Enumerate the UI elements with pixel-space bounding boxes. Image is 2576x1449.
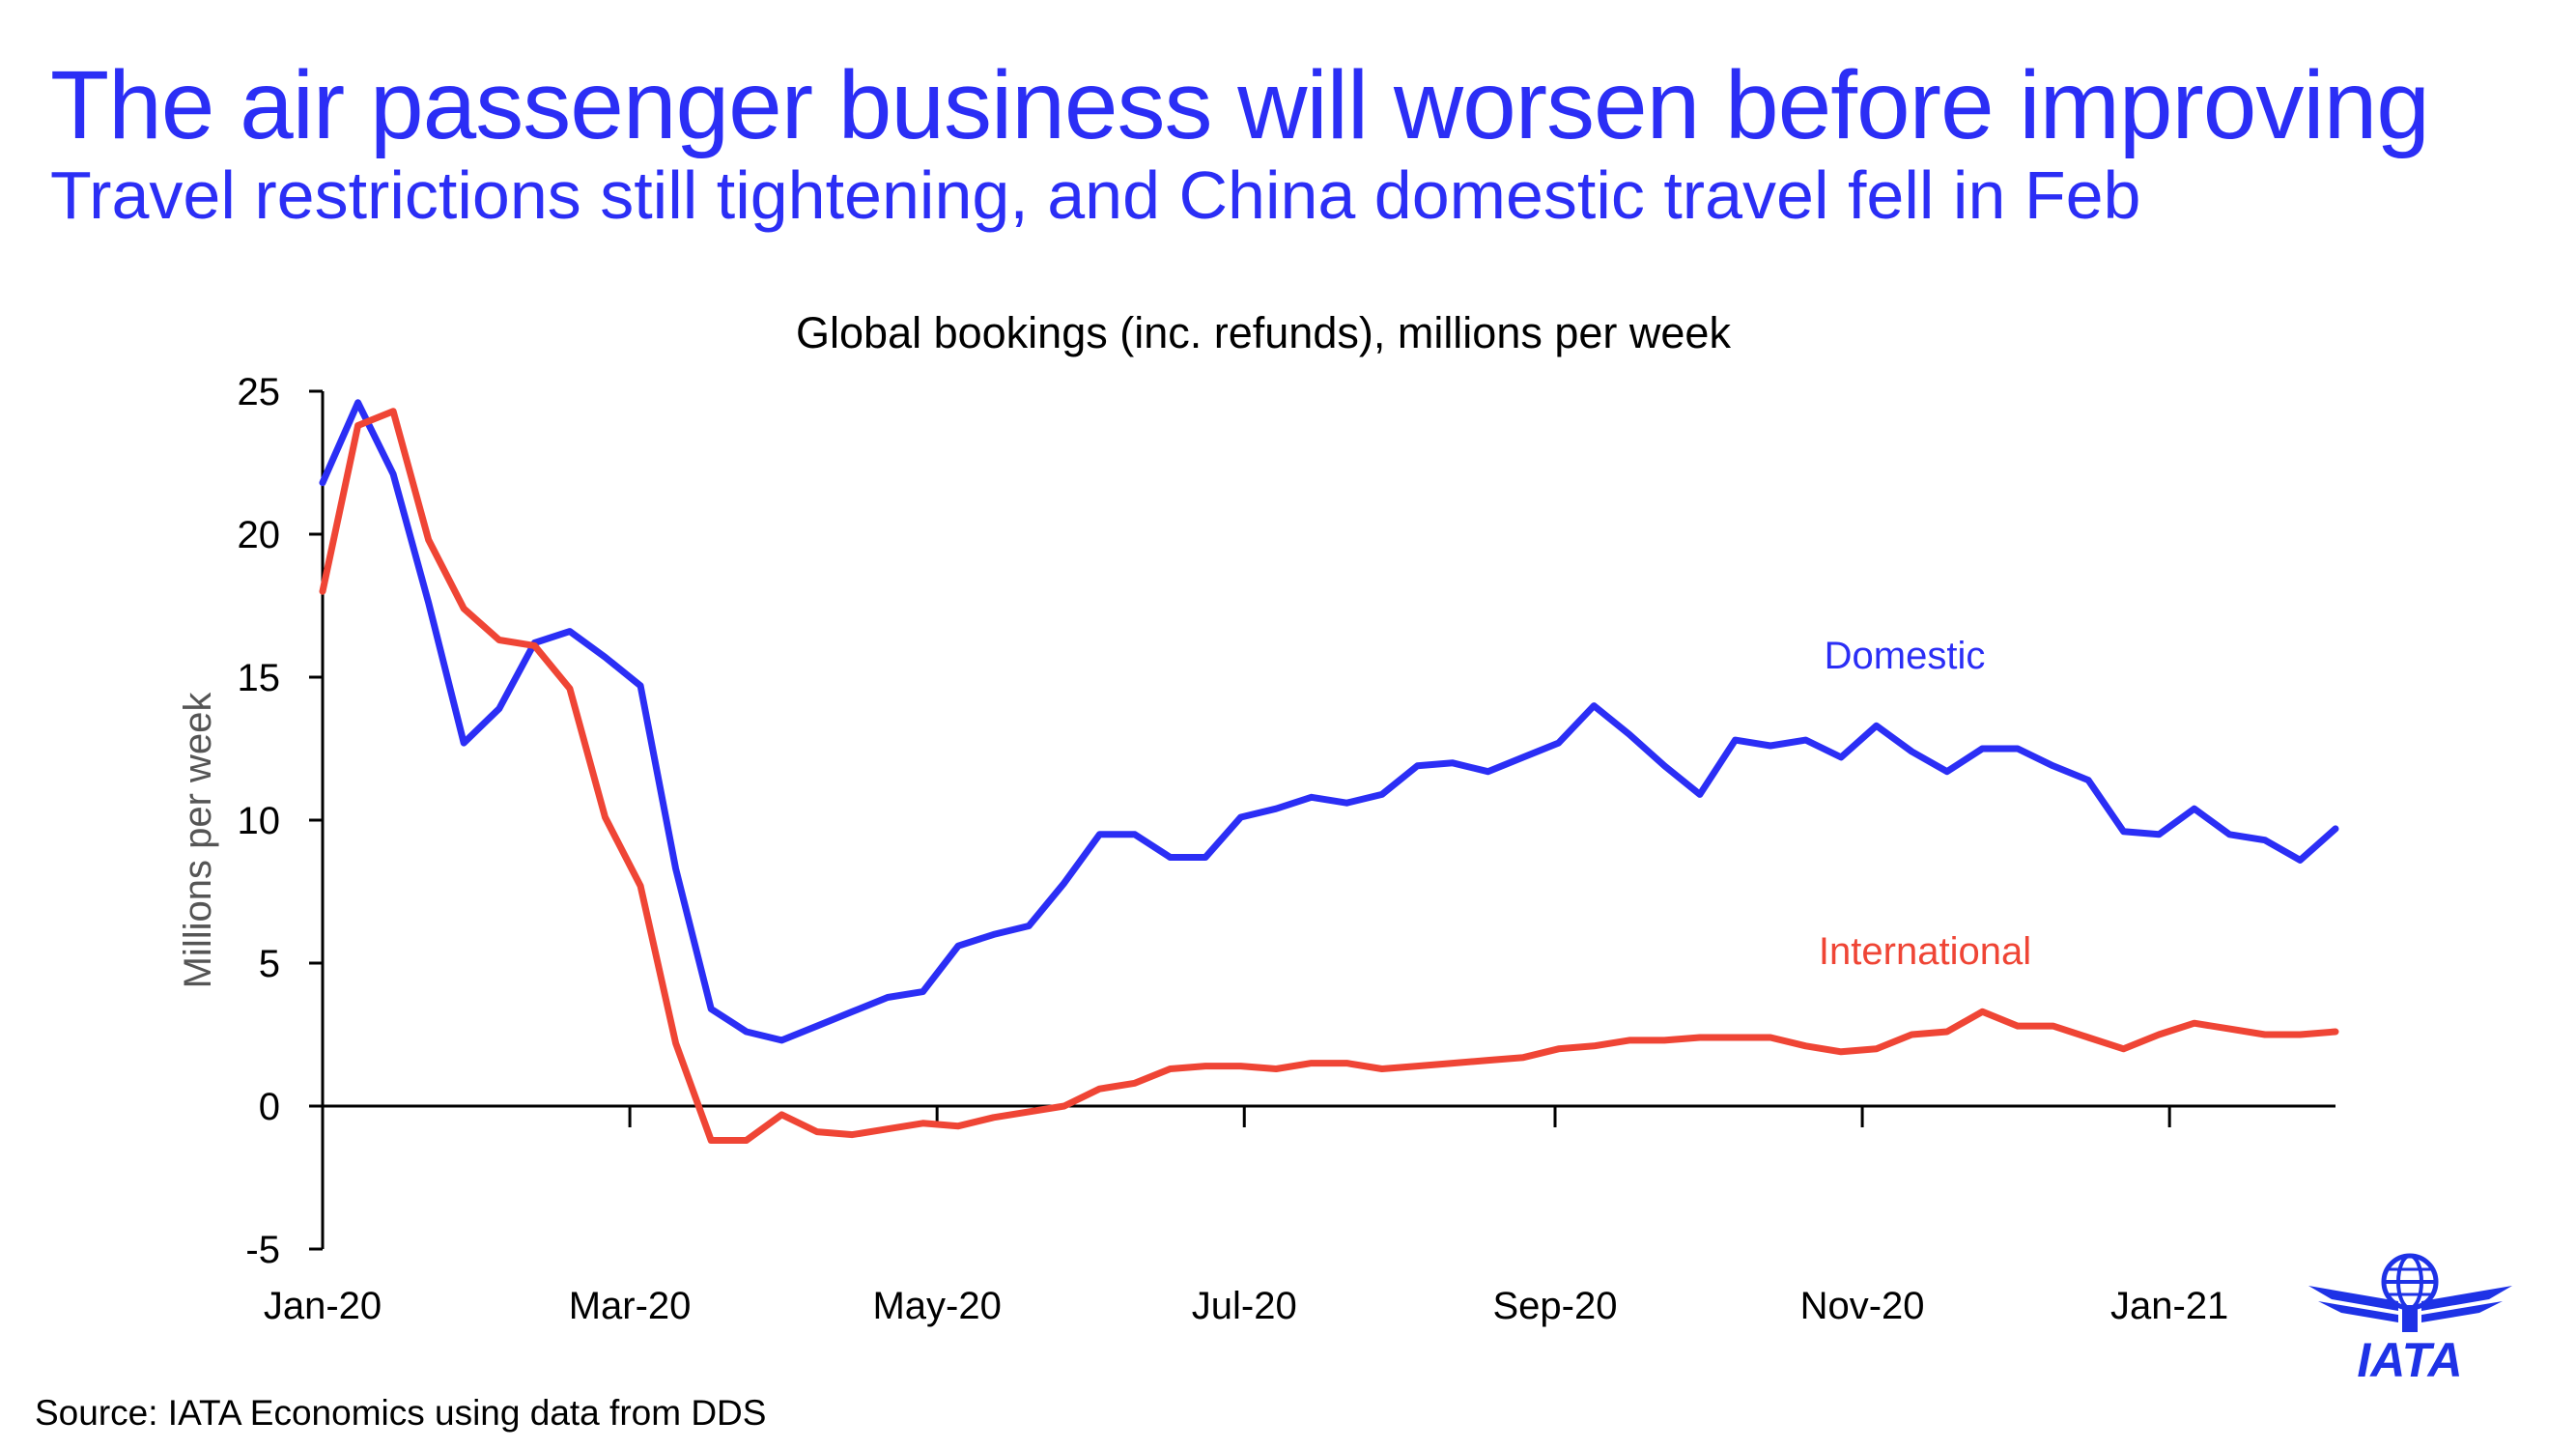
axes: -5 0 5 10 15 20 25 Jan-20 Mar-20 May-20 Jul-20 Sep-… [238,371,2335,1327]
y-tick-label: -5 [245,1229,280,1271]
chart-title: Global bookings (inc. refunds), millions… [796,308,1731,357]
y-tick-label: 25 [238,371,281,413]
x-tick-label: Jan-21 [2110,1285,2228,1327]
domestic-series-line [319,399,2339,1044]
page-subtitle: Travel restrictions still tightening, an… [50,157,2141,233]
series-layer [319,399,2339,1144]
iata-logo: IATA [2308,1253,2512,1386]
domestic-series-label: Domestic [1825,635,1986,677]
international-series-line [319,408,2339,1144]
globe-icon [2381,1253,2439,1311]
x-tick-label: Sep-20 [1493,1285,1618,1327]
international-series-label: International [1819,930,2031,973]
x-tick-label: Mar-20 [569,1285,692,1327]
y-tick-label: 10 [238,800,281,842]
x-tick-label: Jul-20 [1192,1285,1297,1327]
y-tick-label: 5 [259,943,280,985]
y-tick-label: 20 [238,514,281,556]
x-tick-label: Jan-20 [264,1285,382,1327]
x-tick-label: Nov-20 [1800,1285,1925,1327]
wings-icon [2308,1286,2512,1332]
y-tick-label: 15 [238,657,281,699]
logo-text: IATA [2357,1333,2462,1386]
page-title: The air passenger business will worsen b… [50,51,2430,159]
y-tick-label: 0 [259,1086,280,1128]
y-axis-label: Millions per week [177,692,219,989]
x-tick-label: May-20 [872,1285,1001,1327]
source-note: Source: IATA Economics using data from D… [35,1393,767,1433]
